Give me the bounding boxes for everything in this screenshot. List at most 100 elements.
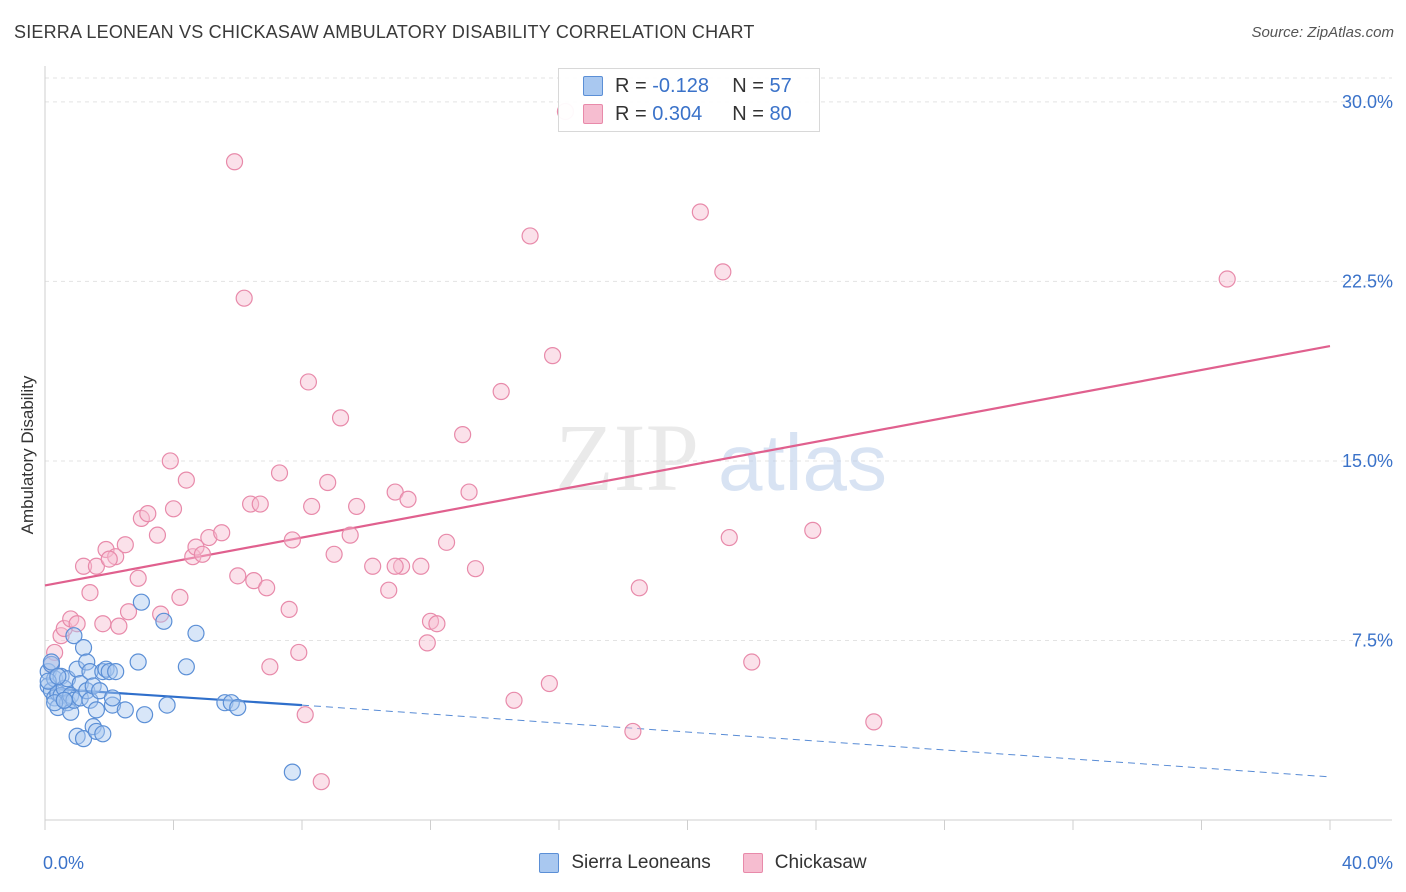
data-point [290, 643, 308, 662]
legend-n-label: N = [732, 102, 764, 125]
data-point [399, 490, 417, 508]
legend-n-value: 57 [769, 74, 792, 97]
correlation-legend: R = -0.128 N = 57 R = 0.304 N = 80 [558, 68, 820, 132]
data-point [91, 682, 109, 700]
data-point [187, 624, 205, 642]
data-point [78, 653, 96, 671]
data-point [94, 662, 112, 681]
data-point [454, 426, 472, 444]
data-point [303, 497, 321, 516]
data-point [161, 452, 179, 470]
data-point [116, 701, 134, 719]
data-point [87, 701, 106, 719]
legend-item-label: Sierra Leoneans [571, 852, 711, 873]
watermark: ZIP atlas [555, 404, 887, 511]
data-point [74, 730, 93, 748]
legend-item-chickasaw[interactable]: Chickasaw [742, 852, 867, 874]
data-point [325, 545, 343, 563]
watermark-zip: ZIP [555, 404, 699, 511]
data-point [148, 526, 167, 544]
data-point [229, 567, 247, 585]
data-point [177, 658, 195, 676]
data-point [116, 536, 134, 554]
data-point [258, 579, 276, 597]
x-tick-label-max: 40.0% [1342, 853, 1393, 873]
data-point [466, 560, 485, 578]
data-point [540, 674, 558, 693]
series-chickasaw [42, 102, 1236, 791]
data-point [65, 627, 83, 645]
data-point [804, 521, 822, 539]
data-point [171, 588, 189, 606]
data-point [107, 662, 125, 681]
data-point [720, 528, 738, 547]
data-point [624, 722, 642, 741]
data-point [55, 619, 73, 638]
series-legend: Sierra Leoneans Chickasaw [0, 852, 1406, 874]
data-point [216, 694, 234, 712]
tick-labels: 7.5% 15.0% 22.5% 30.0% 0.0% 40.0% [43, 92, 1393, 873]
data-point [97, 540, 115, 559]
data-point [39, 672, 57, 690]
data-point [68, 660, 86, 678]
data-point [94, 615, 112, 633]
legend-n-label: N = [732, 74, 764, 97]
trend-line-chickasaw [44, 344, 1331, 587]
data-point [129, 653, 147, 671]
data-point [319, 473, 337, 492]
data-point [242, 495, 260, 513]
data-point [364, 557, 382, 575]
y-tick-label: 7.5% [1352, 630, 1393, 650]
data-point [283, 763, 301, 781]
data-point [331, 409, 350, 427]
data-point [193, 545, 212, 563]
data-point [49, 667, 67, 685]
data-point [543, 347, 562, 365]
data-point [865, 713, 883, 731]
data-point [84, 718, 102, 736]
data-point [135, 706, 154, 724]
axes [44, 66, 1392, 830]
data-point [139, 505, 157, 523]
data-point [164, 500, 183, 518]
data-point [418, 634, 436, 652]
chart-title: SIERRA LEONEAN VS CHICKASAW AMBULATORY D… [14, 22, 755, 42]
data-point [348, 497, 366, 516]
data-point [119, 603, 138, 621]
grid-lines [45, 77, 1392, 641]
data-point [245, 572, 263, 590]
data-point [386, 483, 404, 501]
legend-r-label: R = [615, 74, 647, 97]
data-point [412, 557, 430, 575]
data-point [110, 617, 128, 635]
data-point [460, 483, 478, 501]
data-point [87, 557, 106, 575]
data-point [261, 658, 279, 676]
legend-swatch-pink [742, 853, 763, 873]
y-tick-label: 15.0% [1342, 451, 1393, 471]
data-point [155, 612, 173, 630]
x-tick-label-min: 0.0% [43, 853, 84, 873]
data-point [235, 289, 253, 307]
legend-item-sierra-leoneans[interactable]: Sierra Leoneans [539, 852, 711, 874]
trend-line-sierra-leoneans-extrapolated [301, 704, 1331, 778]
data-point [280, 600, 298, 618]
data-point [158, 696, 176, 714]
data-point [392, 557, 411, 575]
data-point [213, 524, 231, 542]
legend-swatch-blue [583, 76, 603, 96]
legend-r-value: -0.128 [652, 74, 709, 97]
source-label: Source: ZipAtlas.com [1251, 24, 1394, 41]
data-point [428, 615, 446, 633]
legend-n-value: 80 [769, 102, 792, 125]
data-point [1218, 270, 1236, 288]
data-point [71, 674, 89, 693]
data-point [177, 471, 195, 489]
data-point [42, 653, 61, 671]
data-point [187, 538, 205, 556]
data-point [55, 691, 73, 709]
legend-row-chickasaw: R = 0.304 N = 80 [583, 101, 792, 127]
data-point [630, 579, 648, 597]
data-point [296, 706, 314, 724]
